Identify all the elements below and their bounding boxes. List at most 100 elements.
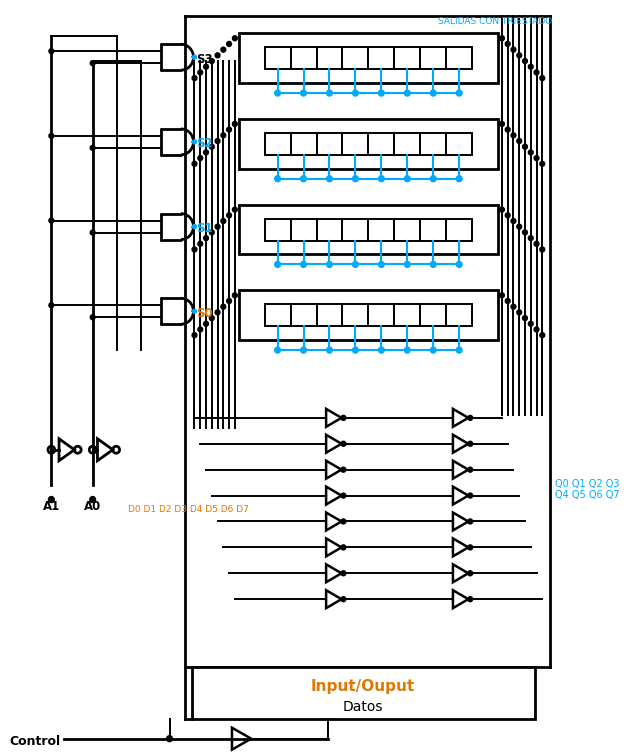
Bar: [420, 218, 446, 240]
Circle shape: [522, 315, 528, 321]
Circle shape: [468, 596, 473, 602]
Circle shape: [90, 497, 95, 503]
Circle shape: [505, 127, 510, 132]
Circle shape: [274, 347, 281, 353]
Circle shape: [215, 310, 220, 315]
Circle shape: [215, 138, 220, 144]
Circle shape: [274, 262, 281, 268]
Circle shape: [90, 145, 95, 150]
Circle shape: [274, 175, 281, 181]
Circle shape: [209, 230, 214, 235]
Circle shape: [167, 736, 172, 742]
Circle shape: [540, 76, 545, 81]
Circle shape: [540, 333, 545, 338]
Circle shape: [517, 225, 522, 229]
Circle shape: [456, 262, 462, 268]
Circle shape: [430, 175, 436, 181]
Circle shape: [468, 519, 473, 524]
Circle shape: [468, 467, 473, 472]
Bar: [446, 133, 472, 155]
Circle shape: [500, 293, 504, 298]
Circle shape: [534, 241, 539, 246]
Text: A0: A0: [84, 500, 102, 513]
Circle shape: [404, 262, 410, 268]
Circle shape: [528, 321, 533, 327]
Circle shape: [221, 133, 226, 138]
Bar: [239, 119, 498, 169]
Circle shape: [500, 207, 504, 212]
Circle shape: [505, 213, 510, 218]
Bar: [446, 304, 472, 326]
Circle shape: [192, 247, 197, 252]
Circle shape: [221, 218, 226, 224]
Circle shape: [540, 247, 545, 252]
Bar: [394, 133, 420, 155]
Circle shape: [204, 150, 208, 155]
Circle shape: [204, 236, 208, 240]
Circle shape: [227, 127, 232, 132]
Bar: [394, 47, 420, 69]
Circle shape: [500, 122, 504, 126]
Circle shape: [517, 138, 522, 144]
Bar: [420, 304, 446, 326]
Circle shape: [534, 156, 539, 160]
Circle shape: [540, 161, 545, 166]
Circle shape: [209, 315, 214, 321]
Circle shape: [353, 90, 358, 96]
Circle shape: [379, 347, 384, 353]
Circle shape: [327, 347, 333, 353]
Circle shape: [468, 415, 473, 420]
Circle shape: [430, 347, 436, 353]
Circle shape: [90, 60, 95, 66]
Circle shape: [528, 64, 533, 70]
Circle shape: [430, 262, 436, 268]
Circle shape: [90, 314, 95, 320]
Circle shape: [511, 218, 516, 224]
Circle shape: [227, 213, 232, 218]
Circle shape: [341, 493, 346, 498]
Circle shape: [198, 241, 203, 246]
Bar: [290, 133, 317, 155]
Circle shape: [341, 545, 346, 550]
Circle shape: [300, 347, 307, 353]
Circle shape: [528, 150, 533, 155]
Bar: [290, 47, 317, 69]
Bar: [343, 47, 369, 69]
Circle shape: [49, 302, 54, 308]
Circle shape: [353, 262, 358, 268]
Bar: [290, 218, 317, 240]
Bar: [446, 218, 472, 240]
Bar: [394, 218, 420, 240]
Circle shape: [511, 304, 516, 309]
Circle shape: [192, 76, 197, 81]
Circle shape: [522, 144, 528, 149]
Circle shape: [300, 175, 307, 181]
Circle shape: [209, 144, 214, 149]
Bar: [317, 47, 343, 69]
Bar: [264, 133, 290, 155]
Circle shape: [232, 122, 237, 126]
Circle shape: [327, 90, 333, 96]
Circle shape: [505, 299, 510, 303]
Circle shape: [90, 230, 95, 235]
Circle shape: [404, 347, 410, 353]
Circle shape: [522, 230, 528, 235]
Bar: [264, 218, 290, 240]
Circle shape: [353, 175, 358, 181]
Circle shape: [192, 225, 196, 228]
Circle shape: [456, 175, 462, 181]
Circle shape: [274, 90, 281, 96]
Circle shape: [300, 262, 307, 268]
Text: D0 D1 D2 D3 D4 D5 D6 D7: D0 D1 D2 D3 D4 D5 D6 D7: [128, 505, 249, 514]
Circle shape: [232, 36, 237, 41]
Circle shape: [49, 133, 54, 138]
Circle shape: [379, 90, 384, 96]
Text: SALIDAS CON TRIESTADO: SALIDAS CON TRIESTADO: [438, 17, 552, 26]
Bar: [239, 33, 498, 83]
Circle shape: [468, 493, 473, 498]
Circle shape: [232, 293, 237, 298]
Circle shape: [209, 58, 214, 64]
Text: Control: Control: [9, 735, 60, 748]
Bar: [420, 133, 446, 155]
Circle shape: [341, 596, 346, 602]
